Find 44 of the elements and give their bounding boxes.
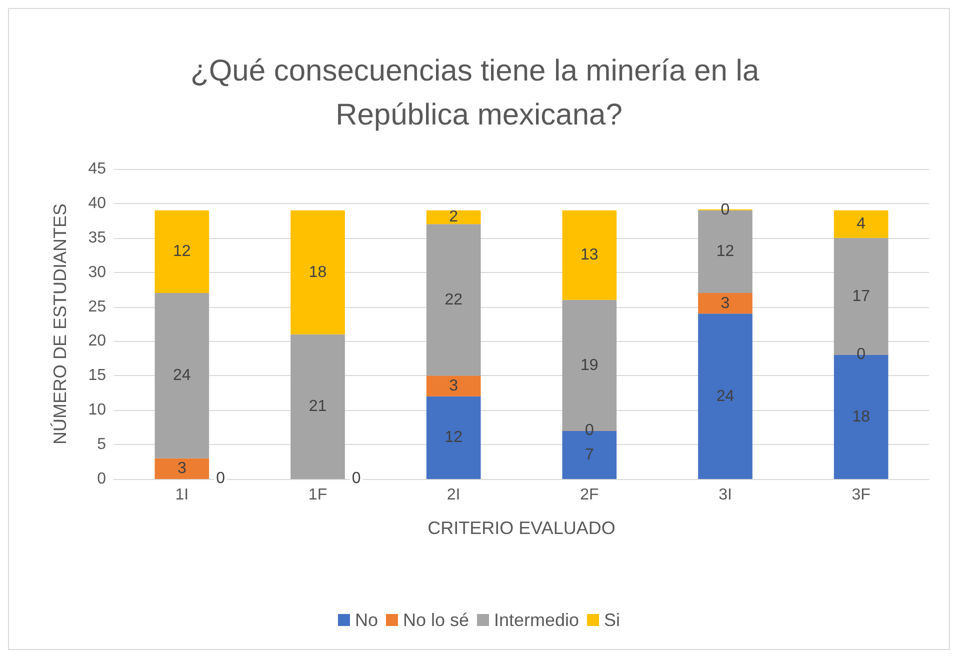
y-tick-label: 10 [88, 402, 106, 419]
y-tick-label: 35 [88, 229, 106, 246]
data-label: 2 [449, 208, 458, 226]
data-label: 13 [580, 246, 598, 264]
data-label: 0 [856, 346, 866, 363]
data-label: 22 [444, 291, 463, 308]
legend-label: Si [604, 610, 620, 630]
data-label: 7 [584, 446, 594, 464]
data-label: 12 [444, 429, 463, 446]
data-label: 19 [580, 356, 598, 374]
data-label: 0 [216, 470, 226, 487]
y-axis-title: NÚMERO DE ESTUDIANTES [50, 203, 70, 445]
legend-label: No lo sé [402, 610, 470, 630]
data-label: 17 [852, 288, 870, 305]
y-tick-label: 30 [88, 264, 106, 281]
y-tick-label: 0 [97, 470, 106, 488]
legend-label: No [354, 610, 378, 630]
data-label: 3 [720, 294, 730, 312]
y-tick-label: 5 [97, 436, 106, 454]
x-tick-label: 1I [175, 486, 189, 504]
data-label: 3 [449, 378, 458, 394]
x-tick-label: 1F [308, 486, 328, 504]
data-label: 4 [856, 216, 866, 233]
data-label: 0 [352, 470, 361, 487]
data-label: 21 [308, 398, 327, 416]
data-label: 24 [716, 388, 734, 405]
data-label: 24 [173, 367, 191, 384]
x-tick-label: 3F [852, 486, 871, 504]
chart-title: ¿Qué consecuencias tiene la minería en la República mexicana? [190, 54, 768, 132]
data-label: 18 [852, 408, 870, 426]
data-label: 12 [716, 243, 734, 260]
y-tick-label: 20 [88, 332, 106, 350]
data-label: 18 [308, 264, 327, 281]
legend-label: Intermedio [494, 610, 580, 630]
y-tick-label: 15 [88, 367, 106, 384]
data-label: 12 [173, 243, 191, 260]
x-tick-label: 2I [446, 486, 460, 504]
x-tick-label: 2F [580, 486, 599, 504]
y-tick-label: 25 [88, 298, 106, 316]
y-tick-label: 40 [88, 194, 106, 212]
x-tick-label: 3I [718, 486, 732, 504]
x-axis-title: CRITERIO EVALUADO [428, 518, 616, 538]
data-label: 3 [177, 460, 186, 478]
y-tick-label: 45 [88, 160, 106, 178]
